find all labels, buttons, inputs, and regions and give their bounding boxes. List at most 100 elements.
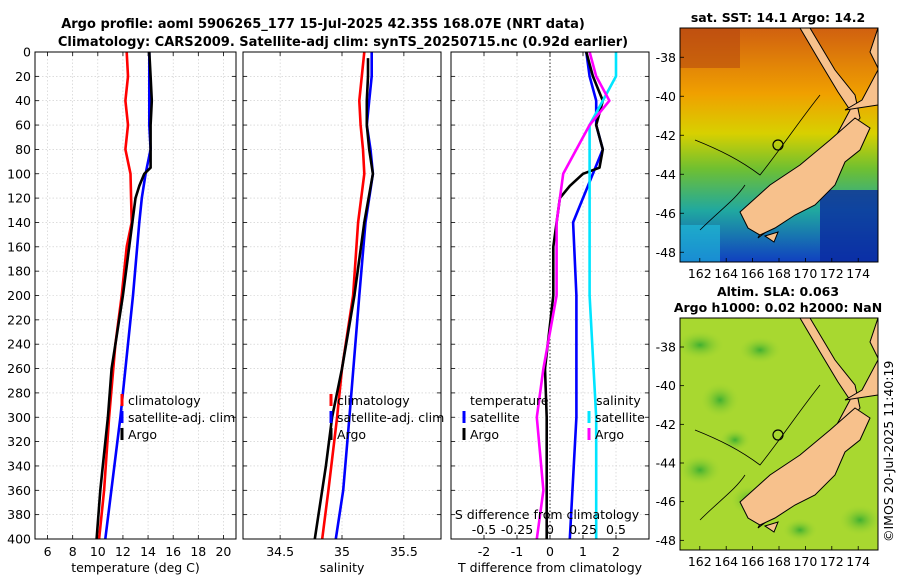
map-lat-tick-label: -40 (656, 378, 676, 393)
series-line-climatology (320, 52, 366, 539)
depth-tick-label: 80 (15, 142, 31, 157)
map-lat-tick-label: -38 (656, 340, 676, 355)
x-tick-label: 35 (334, 544, 350, 559)
map-lat-tick-label: -48 (656, 245, 676, 260)
s-tick-label: -0.5 (472, 522, 496, 537)
series-group (95, 52, 154, 539)
map-lat-tick-label: -38 (656, 50, 676, 65)
s-tick-label: 0.5 (606, 522, 626, 537)
sla-map-title-2: Argo h1000: 0.02 h2000: NaN (674, 300, 882, 315)
map-lon-tick-label: 172 (820, 266, 844, 281)
depth-tick-label: 100 (7, 166, 31, 181)
map-lon-tick-label: 170 (793, 266, 817, 281)
x-tick-label: 20 (215, 544, 231, 559)
map-lon-tick-label: 166 (741, 266, 765, 281)
legend-label-climatology: climatology (337, 393, 410, 408)
x-tick-label: 34.5 (266, 544, 294, 559)
sla-blob (680, 454, 722, 486)
map-lon-tick-label: 162 (688, 554, 712, 569)
south-island-land (739, 117, 871, 236)
legend-label-argo: Argo (128, 427, 157, 442)
legend-label-s-satellite: satellite (595, 410, 645, 425)
sst-warm-patch (680, 28, 740, 68)
sla-map-ticks: 162 164 166 168 170 172 174 -38 -40 -42 -44 -46 -48 (656, 340, 871, 570)
series-group (313, 52, 375, 539)
sla-isobath-2 (699, 474, 746, 521)
series-line-t-argo (543, 52, 605, 539)
map-lat-tick-label: -44 (656, 456, 676, 471)
x-axis-label: T difference from climatology (457, 560, 643, 575)
map-lat-tick-label: -46 (656, 206, 676, 221)
sst-isobath-2 (699, 184, 746, 231)
x-axis-label: salinity (320, 560, 365, 575)
sla-blob (680, 330, 725, 360)
depth-tick-label: 300 (7, 410, 31, 425)
x-tick-label: 0 (546, 544, 554, 559)
depth-tick-label: 400 (7, 532, 31, 547)
s-tick-label: 0.25 (569, 522, 597, 537)
x-tick-label: 10 (90, 544, 106, 559)
south-island-land (739, 407, 871, 526)
legend-label-satellite: satellite-adj. clim (128, 410, 235, 425)
sla-blob (700, 382, 740, 418)
stewart-island-land (763, 521, 779, 533)
depth-tick-label: 180 (7, 264, 31, 279)
x-tick-label: 14 (140, 544, 156, 559)
plot-frame (34, 51, 237, 540)
depth-tick-label: 120 (7, 191, 31, 206)
map-lon-tick-label: 172 (820, 554, 844, 569)
series-group (535, 52, 618, 539)
depth-tick-label: 0 (23, 45, 31, 60)
depth-tick-label: 380 (7, 507, 31, 522)
series-line-s-satellite (588, 52, 618, 539)
map-lat-tick-label: -48 (656, 533, 676, 548)
map-lon-tick-label: 170 (793, 554, 817, 569)
series-line-s-argo (535, 52, 611, 539)
map-lon-tick-label: 174 (846, 554, 870, 569)
depth-tick-label: 60 (15, 118, 31, 133)
sst-argo-marker (772, 139, 784, 151)
depth-tick-label: 320 (7, 434, 31, 449)
north-island-east-land (869, 28, 878, 69)
legend-label-argo: Argo (337, 427, 366, 442)
depth-tick-label: 260 (7, 361, 31, 376)
sst-cold-patch (820, 190, 878, 262)
difference-panel: -2 -1 0 1 2T difference from climatology (450, 51, 650, 575)
x-tick-label: 16 (165, 544, 181, 559)
imos-watermark: ©IMOS 20-Jul-2025 11:40:19 (881, 361, 896, 542)
legend-title-temperature: temperature (470, 393, 549, 408)
depth-tick-label: 200 (7, 288, 31, 303)
x-tick-label: 1 (579, 544, 587, 559)
legend-label-t-argo: Argo (470, 427, 499, 442)
legend-title-salinity: salinity (596, 393, 641, 408)
depth-tick-label: 160 (7, 239, 31, 254)
north-island-east-land (869, 318, 878, 359)
x-tick-label: 8 (69, 544, 77, 559)
map-lat-tick-label: -44 (656, 167, 676, 182)
depth-tick-label: 220 (7, 312, 31, 327)
map-lon-tick-label: 164 (714, 554, 738, 569)
depth-tick-label: 280 (7, 385, 31, 400)
depth-tick-label: 20 (15, 69, 31, 84)
temperature-panel: 0 20 40 60 80 100 120 140 160 180 200 220 240 260 280 3… (7, 45, 237, 575)
x-tick-label: -1 (511, 544, 523, 559)
salinity-panel: 34.5 35 35.5 salinity (242, 51, 442, 575)
map-lon-tick-label: 166 (741, 554, 765, 569)
depth-tick-label: 360 (7, 483, 31, 498)
sla-map (680, 318, 878, 550)
x-axis-label: temperature (deg C) (71, 560, 200, 575)
s-difference-label: S difference from climatology (455, 507, 640, 522)
s-tick-label: -0.25 (501, 522, 533, 537)
map-lon-tick-label: 174 (846, 266, 870, 281)
sla-map-title-1: Altim. SLA: 0.063 (717, 284, 839, 299)
map-lon-tick-label: 162 (688, 266, 712, 281)
north-island-se-land (844, 359, 878, 401)
x-tick-label: 12 (115, 544, 131, 559)
x-tick-label: 2 (612, 544, 620, 559)
series-line-satellite-adj-clim (104, 52, 152, 539)
series-line-argo (313, 58, 375, 539)
sla-blob (719, 428, 751, 452)
plot-frame (242, 51, 442, 540)
plot-area (35, 52, 236, 539)
